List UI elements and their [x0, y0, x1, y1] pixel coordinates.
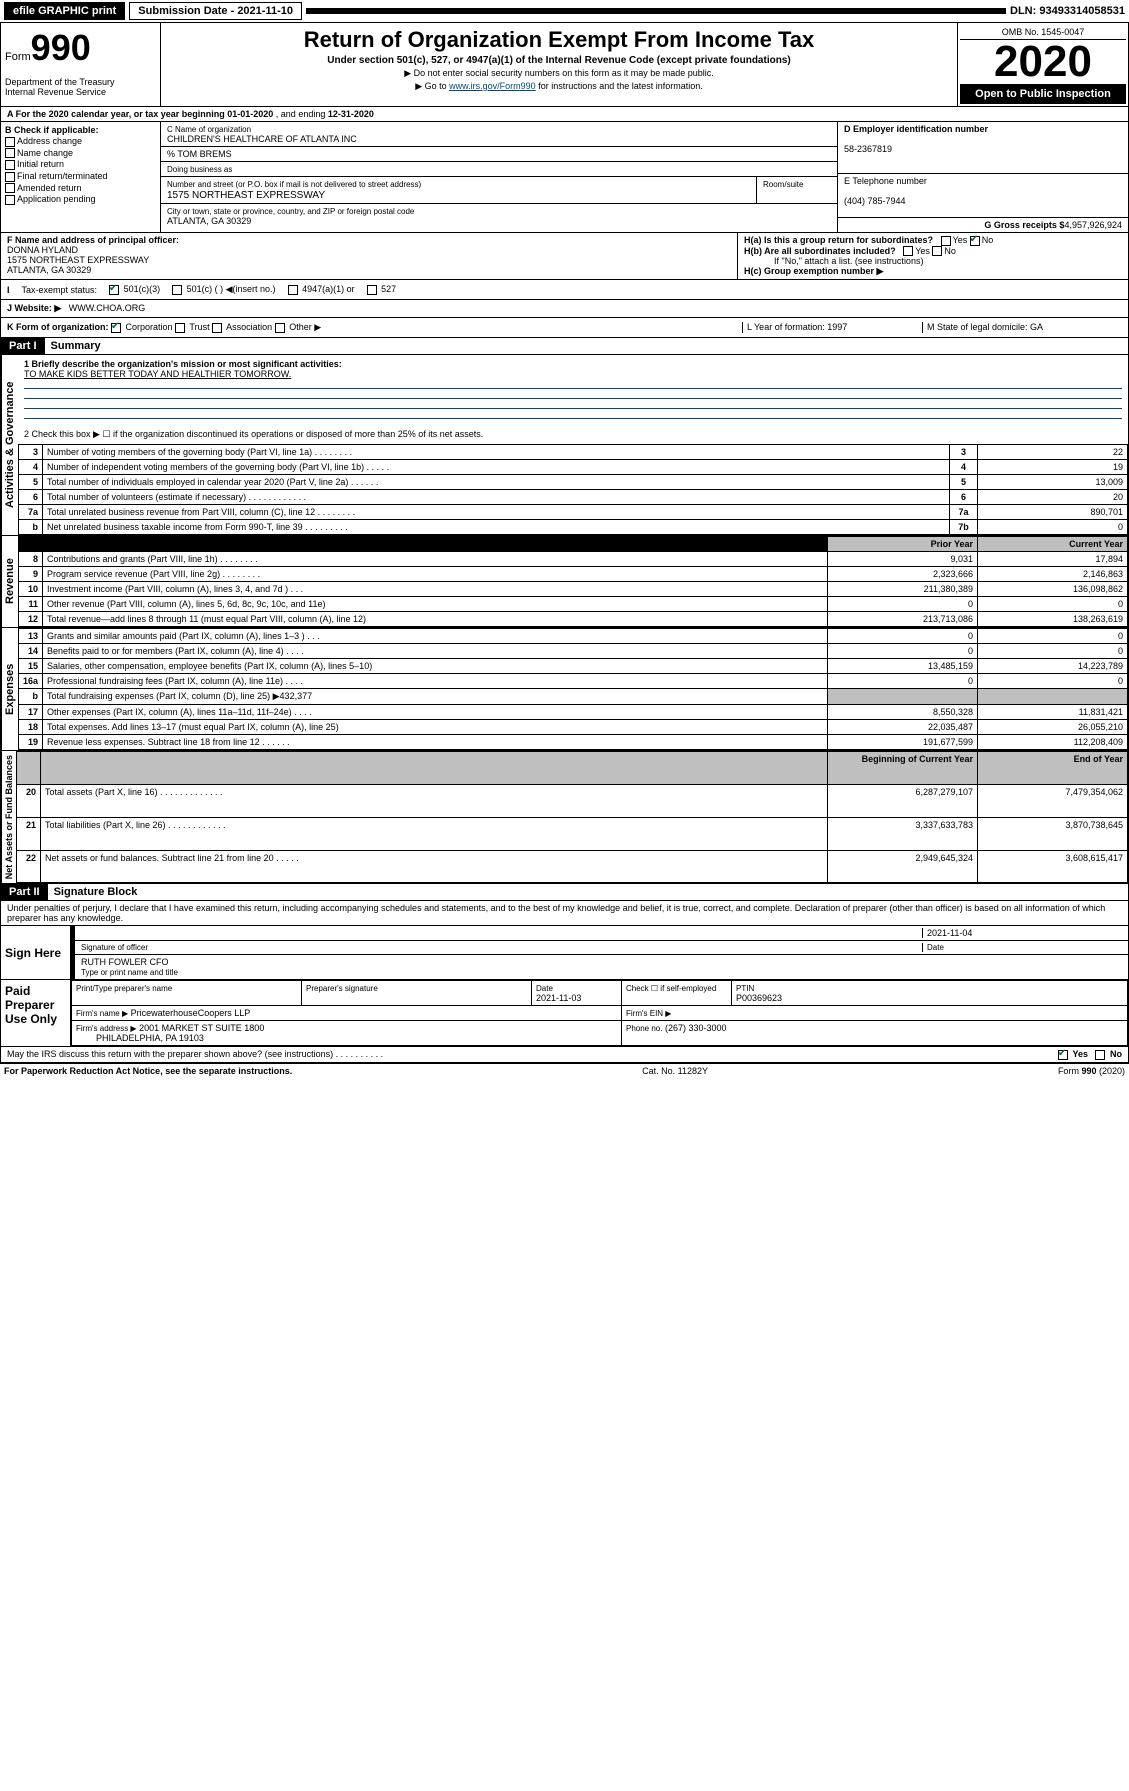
paid-preparer-block: Paid Preparer Use Only Print/Type prepar…	[0, 980, 1129, 1047]
addr-cell: Number and street (or P.O. box if mail i…	[161, 177, 757, 203]
gross-receipts: 4,957,926,924	[1064, 220, 1122, 230]
section-a: A For the 2020 calendar year, or tax yea…	[0, 107, 1129, 122]
inspection-badge: Open to Public Inspection	[960, 84, 1126, 104]
section-c: C Name of organizationCHILDREN'S HEALTHC…	[161, 122, 838, 232]
org-name: CHILDREN'S HEALTHCARE OF ATLANTA INC	[167, 134, 357, 144]
paid-preparer-label: Paid Preparer Use Only	[1, 980, 71, 1046]
section-klm: K Form of organization: Corporation Trus…	[0, 318, 1129, 338]
cb-initial: Initial return	[5, 159, 156, 170]
sign-here-label: Sign Here	[1, 926, 71, 979]
footer-left: For Paperwork Reduction Act Notice, see …	[4, 1066, 292, 1076]
note-ssn: ▶ Do not enter social security numbers o…	[165, 68, 953, 79]
e-label: E Telephone number	[844, 176, 927, 186]
g-label: G Gross receipts $	[984, 220, 1064, 230]
form-label: Form	[5, 51, 31, 63]
c-name-label: C Name of organization	[167, 125, 251, 134]
submission-date: Submission Date - 2021-11-10	[129, 2, 302, 20]
form-title: Return of Organization Exempt From Incom…	[165, 27, 953, 53]
side-revenue: Revenue	[1, 536, 18, 627]
officer-name: DONNA HYLAND	[7, 245, 78, 255]
part1-governance: Activities & Governance 1 Briefly descri…	[0, 355, 1129, 536]
sig-date: 2021-11-04	[927, 928, 972, 938]
efile-header: efile GRAPHIC print Submission Date - 20…	[0, 0, 1129, 22]
perjury-decl: Under penalties of perjury, I declare th…	[0, 901, 1129, 926]
firm-phone: (267) 330-3000	[665, 1023, 727, 1033]
firm-name: PricewaterhouseCoopers LLP	[131, 1008, 251, 1018]
part1-revenue: Revenue Prior YearCurrent Year8Contribut…	[0, 536, 1129, 628]
section-f: F Name and address of principal officer:…	[1, 233, 738, 279]
firm-addr: 2001 MARKET ST SUITE 1800	[139, 1023, 264, 1033]
form-number: 990	[31, 27, 91, 68]
d-label: D Employer identification number	[844, 124, 988, 134]
cb-final: Final return/terminated	[5, 171, 156, 182]
ptin: P00369623	[736, 993, 782, 1003]
department: Department of the Treasury Internal Reve…	[5, 77, 156, 97]
section-i: ITax-exempt status: 501(c)(3) 501(c) ( )…	[0, 280, 1129, 300]
footer: For Paperwork Reduction Act Notice, see …	[0, 1063, 1129, 1078]
b-label: B Check if applicable:	[5, 125, 99, 135]
part2-header: Part II Signature Block	[0, 884, 1129, 901]
org-city: ATLANTA, GA 30329	[167, 216, 251, 226]
section-bcd: B Check if applicable: Address change Na…	[0, 122, 1129, 233]
mission: TO MAKE KIDS BETTER TODAY AND HEALTHIER …	[24, 369, 291, 379]
care-of: % TOM BREMS	[161, 147, 837, 162]
sign-here-block: Sign Here 2021-11-04 Signature of office…	[0, 926, 1129, 980]
form-subtitle: Under section 501(c), 527, or 4947(a)(1)…	[165, 55, 953, 66]
section-fh: F Name and address of principal officer:…	[0, 233, 1129, 280]
footer-right: Form 990 (2020)	[1058, 1066, 1125, 1076]
note-link: ▶ Go to www.irs.gov/Form990 for instruct…	[165, 81, 953, 92]
section-b: B Check if applicable: Address change Na…	[1, 122, 161, 232]
q1-label: 1 Briefly describe the organization's mi…	[24, 359, 342, 369]
officer: RUTH FOWLER CFO	[81, 957, 169, 967]
section-j: J Website: ▶ WWW.CHOA.ORG	[0, 300, 1129, 318]
section-h: H(a) Is this a group return for subordin…	[738, 233, 1128, 279]
side-governance: Activities & Governance	[1, 355, 18, 535]
section-de: D Employer identification number 58-23678…	[838, 122, 1128, 232]
side-expenses: Expenses	[1, 628, 18, 750]
form-number-cell: Form990 Department of the Treasury Inter…	[1, 23, 161, 106]
side-netassets: Net Assets or Fund Balances	[1, 751, 16, 883]
q2: 2 Check this box ▶ ☐ if the organization…	[24, 429, 483, 439]
form-header: Form990 Department of the Treasury Inter…	[0, 22, 1129, 107]
cb-address: Address change	[5, 136, 156, 147]
footer-mid: Cat. No. 11282Y	[642, 1066, 708, 1076]
cb-pending: Application pending	[5, 194, 156, 205]
cb-name: Name change	[5, 148, 156, 159]
phone: (404) 785-7944	[844, 196, 906, 206]
spacer	[306, 8, 1006, 14]
efile-btn[interactable]: efile GRAPHIC print	[4, 2, 125, 20]
dln: DLN: 93493314058531	[1010, 5, 1125, 17]
cb-amended: Amended return	[5, 183, 156, 194]
domicile: M State of legal domicile: GA	[922, 322, 1122, 333]
part1-expenses: Expenses 13Grants and similar amounts pa…	[0, 628, 1129, 751]
irs-link[interactable]: www.irs.gov/Form990	[449, 81, 536, 91]
tax-year: 2020	[960, 40, 1126, 84]
title-cell: Return of Organization Exempt From Incom…	[161, 23, 958, 106]
discuss-row: May the IRS discuss this return with the…	[0, 1047, 1129, 1063]
room-cell: Room/suite	[757, 177, 837, 203]
year-cell: OMB No. 1545-0047 2020 Open to Public In…	[958, 23, 1128, 106]
part1-header: Part I Summary	[0, 338, 1129, 355]
year-formation: L Year of formation: 1997	[742, 322, 922, 333]
part1-netassets: Net Assets or Fund Balances Beginning of…	[0, 751, 1129, 884]
ein: 58-2367819	[844, 144, 892, 154]
website: WWW.CHOA.ORG	[69, 303, 146, 313]
dba-label: Doing business as	[167, 165, 232, 174]
